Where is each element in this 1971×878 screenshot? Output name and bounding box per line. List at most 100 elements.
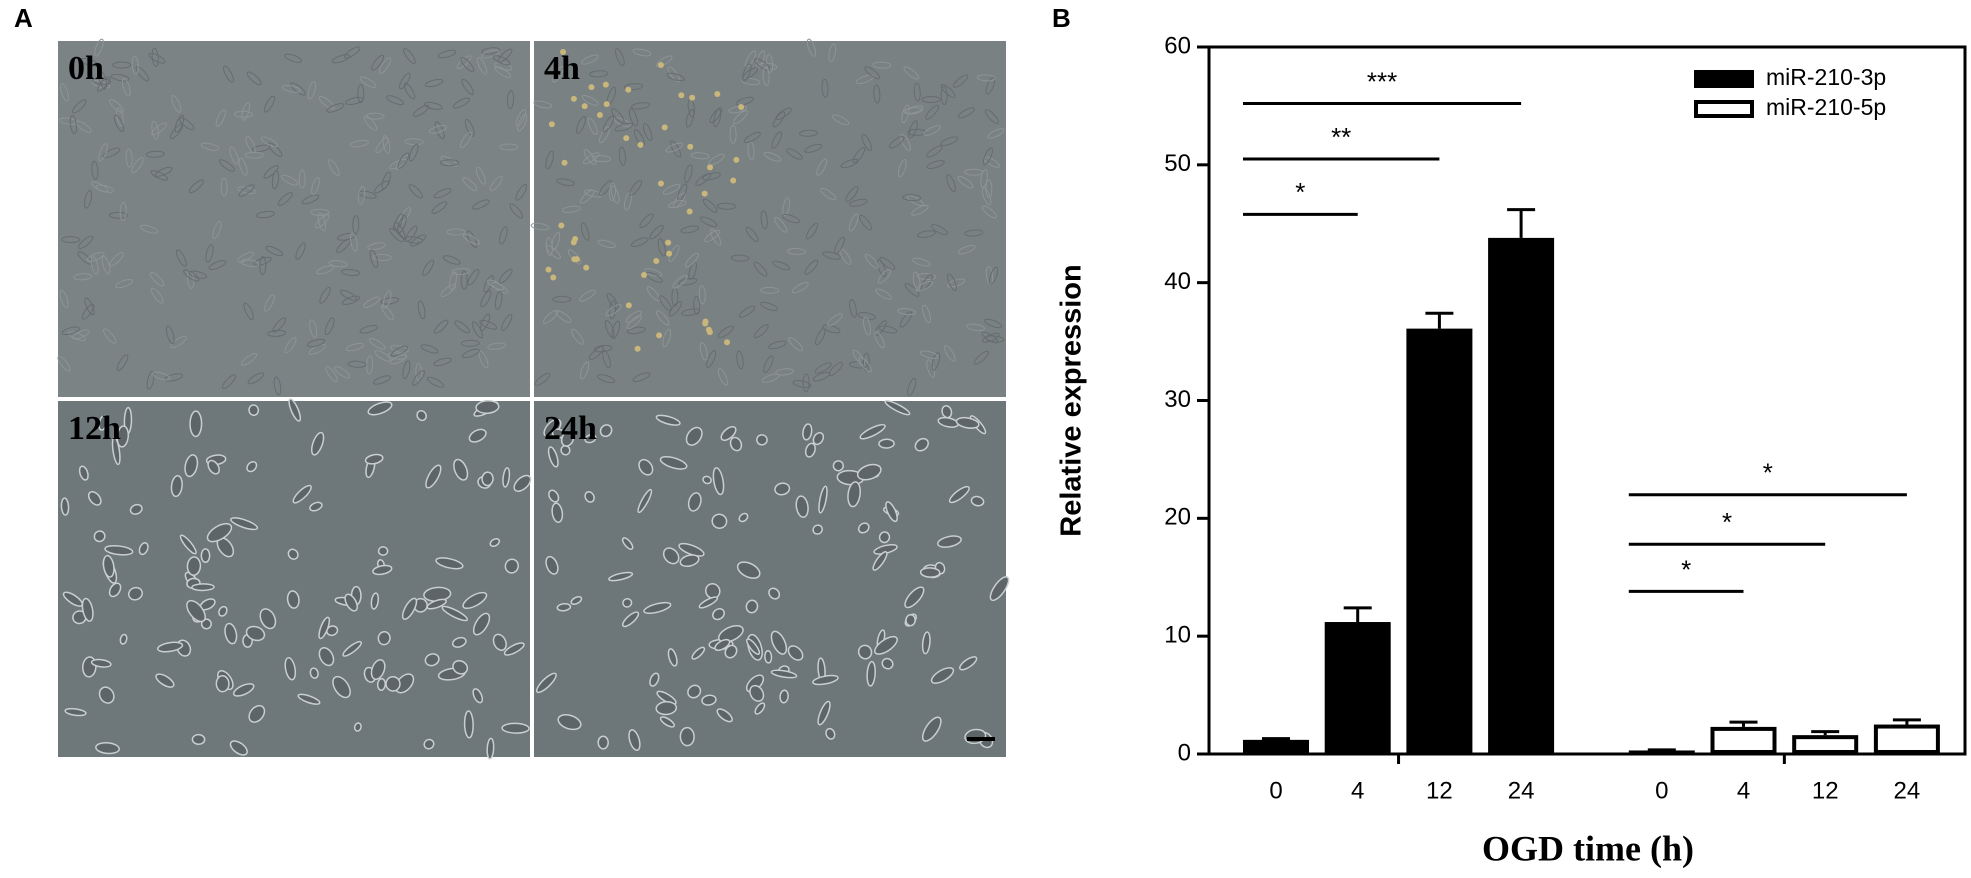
cell: [917, 230, 936, 238]
cell: [232, 683, 255, 697]
cell: [552, 295, 572, 303]
cell: [762, 66, 770, 86]
cell: [646, 286, 661, 302]
cell: [787, 247, 807, 255]
cell: [665, 142, 684, 153]
cell: [946, 174, 956, 193]
cell: [372, 253, 392, 261]
cell: [561, 159, 568, 166]
cell: [558, 222, 565, 229]
x-tick-label: 12: [1426, 777, 1453, 804]
cell: [805, 222, 819, 240]
cell: [902, 194, 922, 202]
cell: [467, 269, 480, 286]
cell: [857, 522, 870, 534]
cell: [205, 244, 214, 263]
cell: [550, 274, 557, 281]
cell: [921, 631, 931, 655]
cell: [376, 677, 387, 692]
cell: [382, 135, 391, 154]
cell: [170, 474, 183, 498]
cell: [237, 251, 255, 263]
cell: [60, 83, 70, 102]
cell: [95, 184, 115, 193]
cell: [879, 257, 896, 270]
cell: [437, 49, 457, 59]
cell: [649, 224, 664, 240]
cell: [468, 428, 487, 443]
cell: [679, 554, 700, 568]
cell: [64, 707, 87, 717]
cell: [795, 495, 809, 518]
cell: [976, 74, 996, 82]
cell: [61, 236, 81, 244]
cell: [806, 38, 817, 57]
cell: [140, 224, 159, 234]
cell: [282, 84, 301, 93]
cell: [119, 202, 127, 222]
cell: [324, 317, 335, 336]
cell: [557, 714, 582, 731]
cell: [760, 301, 779, 312]
cell: [208, 260, 227, 271]
cell: [720, 425, 737, 442]
cell: [914, 437, 929, 452]
cell: [186, 556, 202, 576]
cell: [779, 689, 789, 704]
cell: [155, 673, 175, 688]
cell: [736, 561, 761, 579]
cell: [707, 164, 714, 171]
cell: [377, 546, 389, 556]
cell: [973, 350, 990, 365]
cell: [264, 294, 275, 312]
cell: [515, 184, 528, 201]
cell: [628, 729, 641, 751]
cell: [772, 260, 791, 271]
cell: [328, 159, 340, 177]
cell: [480, 49, 500, 59]
cell: [246, 461, 258, 473]
cell: [656, 690, 677, 705]
cell: [307, 81, 317, 100]
cell: [834, 236, 845, 254]
cell: [597, 374, 616, 384]
cell: [588, 84, 595, 91]
cell: [472, 199, 490, 210]
cell: [625, 302, 632, 309]
y-tick-label: 50: [1164, 150, 1191, 177]
cell: [73, 273, 93, 281]
cell: [701, 190, 708, 197]
cell: [832, 114, 850, 126]
cell: [774, 216, 788, 233]
cell: [632, 48, 652, 57]
cell: [380, 297, 400, 305]
cell: [984, 109, 999, 124]
legend-swatch: [1694, 70, 1754, 88]
cell: [494, 66, 511, 78]
cell: [642, 122, 653, 141]
cell: [301, 194, 320, 205]
y-tick-label: 40: [1164, 268, 1191, 295]
cell: [475, 166, 486, 185]
cell: [643, 601, 672, 615]
cell: [716, 202, 736, 210]
cell: [369, 249, 379, 268]
cell: [856, 463, 882, 481]
cell: [462, 233, 480, 245]
cell: [561, 205, 581, 214]
cell: [912, 257, 931, 267]
cell: [113, 114, 125, 132]
cell: [154, 166, 173, 177]
cell: [125, 148, 133, 168]
cell: [408, 184, 424, 199]
cell: [486, 279, 505, 291]
cell: [738, 305, 756, 318]
cell: [959, 656, 978, 671]
cell: [272, 317, 287, 333]
cell: [706, 350, 717, 368]
cell: [552, 66, 565, 83]
cell: [872, 61, 892, 69]
micrograph: [58, 401, 530, 757]
cell: [363, 296, 381, 308]
